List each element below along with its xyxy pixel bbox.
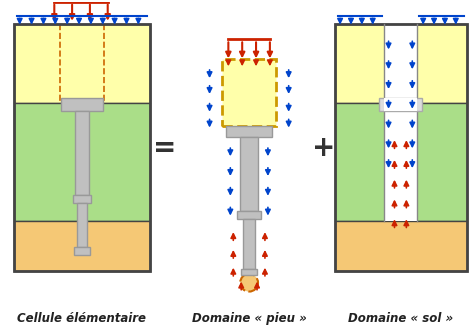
- Bar: [335, 103, 467, 221]
- Text: Domaine « sol »: Domaine « sol »: [348, 312, 453, 325]
- Bar: [240, 137, 258, 211]
- Bar: [241, 269, 257, 275]
- Text: =: =: [154, 134, 177, 162]
- Text: +: +: [311, 134, 335, 162]
- Bar: [14, 221, 150, 271]
- Bar: [243, 219, 255, 269]
- Bar: [73, 195, 91, 202]
- Bar: [61, 98, 103, 111]
- Text: Cellule élémentaire: Cellule élémentaire: [18, 312, 146, 325]
- Bar: [222, 59, 276, 127]
- Bar: [14, 24, 150, 271]
- Bar: [237, 211, 261, 219]
- Bar: [74, 247, 90, 255]
- Bar: [14, 103, 150, 221]
- Bar: [379, 98, 422, 111]
- Text: Domaine « pieu »: Domaine « pieu »: [192, 312, 307, 325]
- Bar: [383, 24, 417, 221]
- Bar: [75, 111, 89, 195]
- Bar: [227, 127, 272, 137]
- Bar: [335, 24, 467, 103]
- Bar: [383, 98, 417, 111]
- Bar: [335, 24, 467, 271]
- Bar: [14, 24, 150, 103]
- Bar: [77, 202, 87, 247]
- Circle shape: [240, 274, 258, 292]
- Bar: [335, 221, 467, 271]
